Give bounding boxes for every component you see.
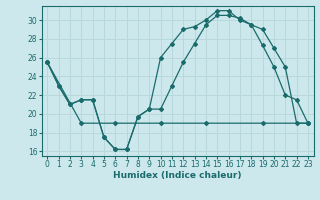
X-axis label: Humidex (Indice chaleur): Humidex (Indice chaleur) bbox=[113, 171, 242, 180]
